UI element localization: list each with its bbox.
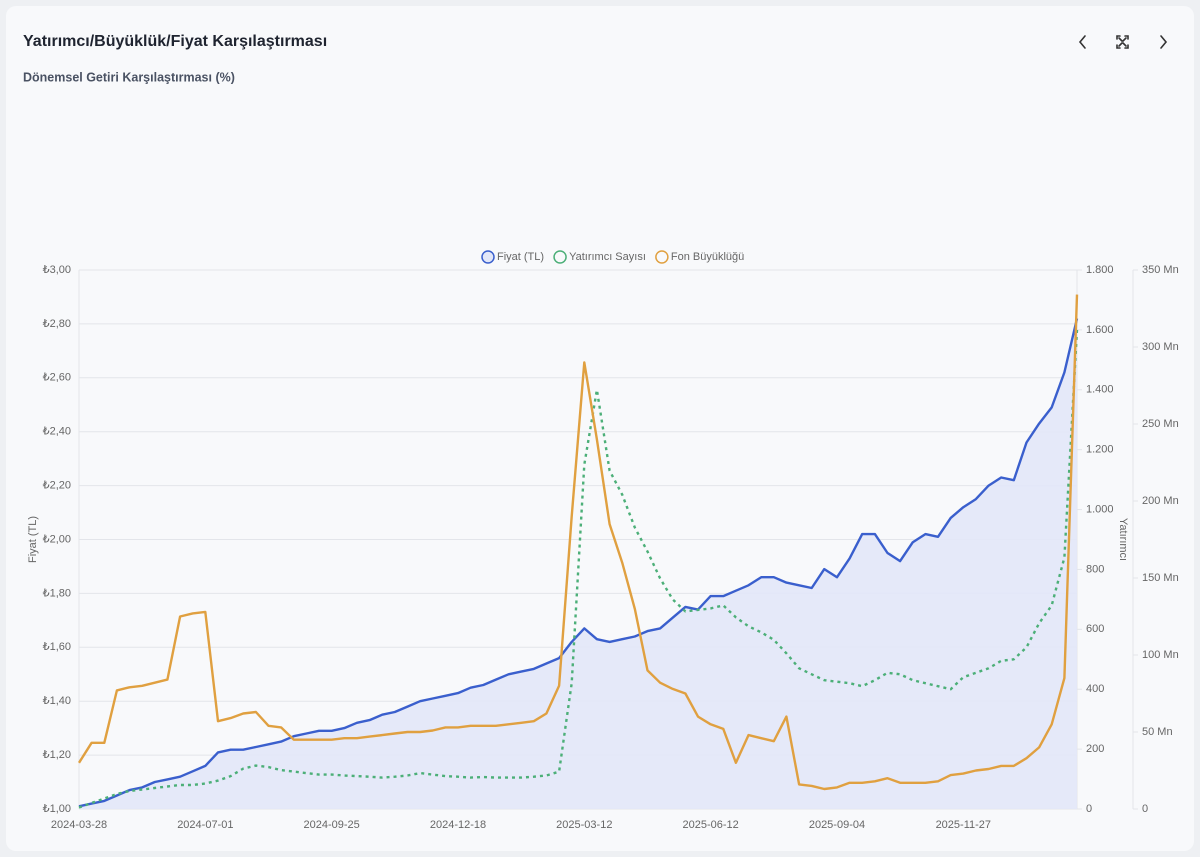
line [78, 318, 1079, 808]
y2-tick-label: 200 [1086, 743, 1104, 755]
prev-button[interactable] [1078, 35, 1086, 49]
y2-axis-title: Yatırımcı [1117, 518, 1129, 561]
y-tick-label: ₺2,60 [43, 372, 71, 384]
y3-tick-label: 350 Mn [1142, 264, 1179, 276]
line [77, 294, 1079, 791]
y3-tick-label: 100 Mn [1142, 649, 1179, 661]
y-tick-label: ₺2,00 [43, 533, 71, 545]
y-tick-label: ₺1,20 [43, 749, 71, 761]
area [79, 318, 1077, 809]
y2-tick-label: 1.200 [1086, 444, 1114, 456]
y3-tick-label: 150 Mn [1142, 572, 1179, 584]
toolbar [1078, 35, 1168, 49]
legend: Fiyat (TL) Yatırımcı Sayısı Fon Büyüklüğü [481, 250, 744, 264]
y2-tick-label: 400 [1086, 683, 1104, 695]
y-tick-label: ₺2,80 [43, 318, 71, 330]
y-tick-label: ₺2,40 [43, 426, 71, 438]
line [78, 329, 1079, 809]
next-button[interactable] [1160, 35, 1168, 49]
y-tick-label: ₺1,60 [43, 641, 71, 653]
x-tick-label: 2024-03-28 [51, 819, 107, 831]
legend-swatch [553, 250, 567, 264]
y3-tick-label: 50 Mn [1142, 726, 1173, 738]
y3-tick-label: 300 Mn [1142, 341, 1179, 353]
x-tick-label: 2024-07-01 [177, 819, 233, 831]
legend-label[interactable]: Fon Büyüklüğü [671, 251, 744, 263]
y2-tick-label: 1.000 [1086, 503, 1114, 515]
legend-label[interactable]: Fiyat (TL) [497, 251, 544, 263]
x-tick-label: 2024-09-25 [304, 819, 360, 831]
y2-tick-label: 1.600 [1086, 324, 1114, 336]
x-tick-label: 2025-11-27 [936, 819, 991, 831]
y-tick-label: ₺3,00 [43, 264, 71, 276]
y-axis-title: Fiyat (TL) [27, 516, 39, 563]
x-tick-label: 2025-09-04 [809, 819, 865, 831]
y-tick-label: ₺2,20 [43, 480, 71, 492]
y-tick-label: ₺1,80 [43, 587, 71, 599]
x-tick-label: 2025-03-12 [556, 819, 612, 831]
y2-tick-label: 1.400 [1086, 384, 1114, 396]
y-tick-label: ₺1,40 [43, 695, 71, 707]
y3-tick-label: 250 Mn [1142, 418, 1179, 430]
chart-subtitle: Dönemsel Getiri Karşılaştırması (%) [23, 70, 235, 84]
legend-label[interactable]: Yatırımcı Sayısı [569, 251, 646, 263]
y2-tick-label: 0 [1086, 803, 1092, 815]
legend-swatch [655, 250, 669, 264]
y3-tick-label: 0 [1142, 803, 1148, 815]
legend-swatch [481, 250, 495, 264]
y2-tick-label: 600 [1086, 623, 1104, 635]
x-tick-label: 2024-12-18 [430, 819, 486, 831]
chart-title: Yatırımcı/Büyüklük/Fiyat Karşılaştırması [23, 33, 327, 50]
fullscreen-button[interactable] [1116, 35, 1129, 49]
x-tick-label: 2025-06-12 [683, 819, 739, 831]
y-tick-label: ₺1,00 [43, 803, 71, 815]
card: Yatırımcı/Büyüklük/Fiyat Karşılaştırması… [6, 6, 1194, 851]
y2-tick-label: 1.800 [1086, 264, 1114, 276]
chart: Yatırımcı/Büyüklük/Fiyat Karşılaştırması… [23, 33, 1179, 831]
y3-tick-label: 200 Mn [1142, 495, 1179, 507]
y2-tick-label: 800 [1086, 563, 1104, 575]
